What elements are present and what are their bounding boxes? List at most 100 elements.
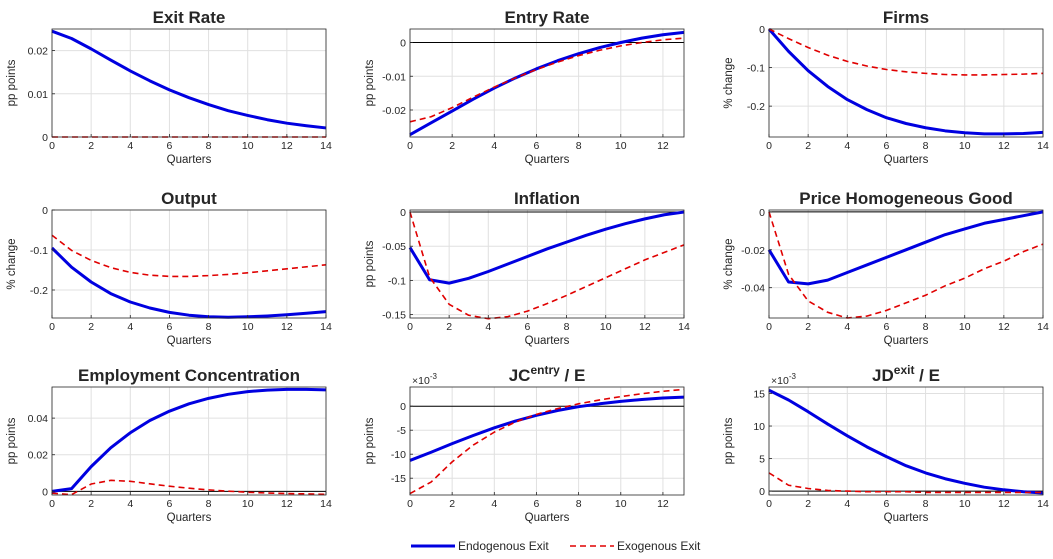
- axes-box: [768, 386, 1044, 496]
- x-tick-label: 12: [281, 140, 293, 152]
- y-scale-factor: ×10-3: [412, 372, 437, 387]
- axes-box: [51, 386, 327, 496]
- series-line-endogenous: [409, 395, 685, 462]
- x-tick-label: 10: [615, 498, 627, 510]
- title-superscript: exit: [894, 363, 915, 377]
- x-tick-label: 10: [600, 321, 612, 333]
- series-line-endogenous: [51, 29, 327, 130]
- y-tick-label: -0.2: [747, 101, 765, 113]
- legend-label-endogenous: Endogenous Exit: [458, 539, 549, 553]
- y-tick-label: 0: [400, 401, 406, 413]
- x-tick-label: 6: [884, 321, 890, 333]
- x-tick-label: 14: [320, 321, 332, 333]
- x-tick-label: 4: [127, 498, 133, 510]
- y-tick-label: -5: [397, 425, 406, 437]
- x-tick-label: 6: [534, 498, 540, 510]
- title-main: Employment Concentration: [78, 366, 300, 385]
- series-line-endogenous: [768, 388, 1044, 495]
- x-tick-label: 0: [766, 498, 772, 510]
- y-tick-label: 0: [400, 38, 406, 50]
- title-main: Price Homogeneous Good: [799, 189, 1012, 208]
- x-tick-label: 12: [281, 498, 293, 510]
- y-tick-label: 0: [42, 132, 48, 144]
- title-main: JC: [509, 366, 531, 385]
- plot-area: [410, 210, 684, 318]
- x-axis-label: Quarters: [884, 154, 929, 166]
- x-tick-label: 14: [678, 321, 690, 333]
- y-tick-label: -0.1: [388, 275, 406, 287]
- x-axis-label: Quarters: [525, 335, 570, 347]
- subplot-title: JDexit / E: [872, 363, 940, 385]
- x-tick-label: 6: [525, 321, 531, 333]
- x-tick-label: 2: [449, 498, 455, 510]
- y-tick-label: 0: [400, 207, 406, 219]
- x-axis-label: Quarters: [884, 335, 929, 347]
- y-axis-label: % change: [723, 57, 735, 108]
- x-tick-label: 4: [127, 321, 133, 333]
- y-tick-label: -0.1: [747, 63, 765, 75]
- title-superscript: entry: [530, 363, 560, 377]
- x-tick-label: 6: [534, 140, 540, 152]
- subplot-title: Firms: [883, 8, 929, 27]
- plot-area: [769, 387, 1043, 495]
- x-tick-label: 0: [407, 498, 413, 510]
- y-axis-label: % change: [6, 238, 18, 289]
- x-tick-label: 6: [167, 140, 173, 152]
- x-tick-label: 2: [446, 321, 452, 333]
- y-tick-label: 0.02: [28, 46, 49, 58]
- y-scale-base: ×10: [412, 375, 430, 387]
- x-tick-label: 4: [844, 140, 850, 152]
- y-axis-label: pp points: [364, 417, 376, 464]
- y-scale-base: ×10: [771, 375, 789, 387]
- subplot-3: 0 2 4 6 8 10 12 14 -0.2 -0.1 0 Quarters % change Firm…: [723, 8, 1049, 166]
- x-axis-label: Quarters: [525, 512, 570, 524]
- series-line-exogenous: [768, 28, 1044, 76]
- y-axis-label: % change: [723, 238, 735, 289]
- x-tick-label: 2: [88, 321, 94, 333]
- y-axis-label: pp points: [6, 59, 18, 106]
- series-line-endogenous: [408, 210, 685, 285]
- subplot-title: Employment Concentration: [78, 366, 300, 385]
- x-tick-label: 8: [206, 321, 212, 333]
- x-tick-label: 10: [242, 321, 254, 333]
- y-tick-label: 15: [753, 389, 765, 401]
- x-tick-label: 6: [884, 140, 890, 152]
- x-axis-label: Quarters: [167, 512, 212, 524]
- x-tick-label: 0: [766, 140, 772, 152]
- axes-box: [409, 209, 685, 319]
- x-tick-label: 0: [407, 321, 413, 333]
- x-tick-label: 14: [320, 498, 332, 510]
- x-tick-label: 4: [844, 498, 850, 510]
- x-tick-label: 12: [998, 498, 1010, 510]
- y-tick-label: -15: [391, 473, 406, 485]
- series-line-exogenous: [409, 37, 685, 123]
- y-tick-label: 0: [759, 207, 765, 219]
- axes-box: [51, 209, 327, 319]
- x-tick-label: 8: [206, 140, 212, 152]
- series-line-endogenous: [767, 210, 1044, 286]
- x-tick-label: 8: [206, 498, 212, 510]
- series-line-exogenous: [409, 211, 685, 320]
- series-line-exogenous: [51, 479, 327, 496]
- subplot-5: 0 2 4 6 8 10 12 14 -0.15 -0.1 -0.05 0 Quarters pp poi…: [364, 189, 690, 347]
- x-tick-label: 12: [657, 498, 669, 510]
- y-tick-label: 0.02: [28, 450, 49, 462]
- plot-area: [410, 29, 684, 137]
- y-tick-label: 0: [42, 205, 48, 217]
- title-main: Inflation: [514, 189, 580, 208]
- y-axis-label: pp points: [6, 417, 18, 464]
- plot-area: [410, 387, 684, 495]
- subplot-8: 0 2 4 6 8 10 12 -15 -10 -5 0 Quarters pp points ×10-3…: [364, 363, 685, 524]
- title-suffix: / E: [914, 366, 940, 385]
- x-tick-label: 2: [805, 498, 811, 510]
- x-tick-label: 2: [805, 321, 811, 333]
- x-tick-label: 0: [49, 498, 55, 510]
- x-tick-label: 8: [576, 498, 582, 510]
- legend: Endogenous Exit Exogenous Exit: [411, 539, 701, 553]
- x-tick-label: 14: [320, 140, 332, 152]
- x-tick-label: 12: [998, 140, 1010, 152]
- y-tick-label: 0.04: [28, 413, 49, 425]
- x-axis-label: Quarters: [167, 154, 212, 166]
- subplot-title: Entry Rate: [504, 8, 589, 27]
